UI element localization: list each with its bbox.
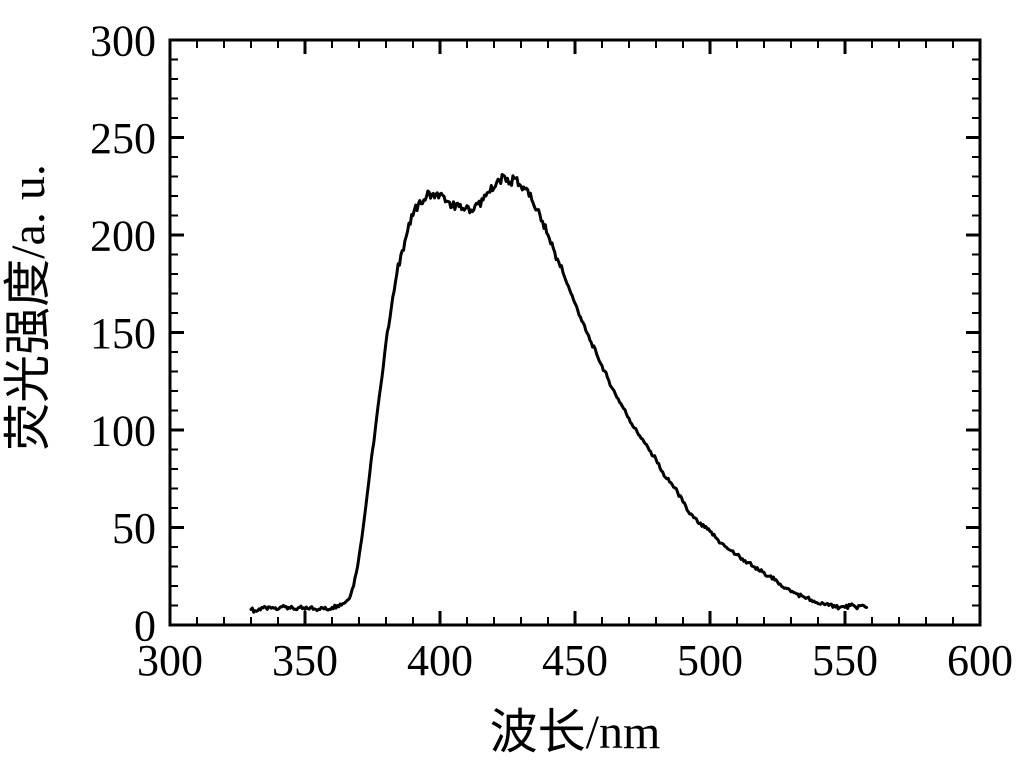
y-tick-label: 100 [90, 406, 156, 455]
chart-svg: 300350400450500550600050100150200250300波… [0, 0, 1030, 766]
y-axis-label: 荧光强度/a. u. [2, 164, 55, 451]
spectrum-chart: 300350400450500550600050100150200250300波… [0, 0, 1030, 766]
x-tick-label: 600 [947, 636, 1013, 685]
x-tick-label: 350 [272, 636, 338, 685]
y-tick-label: 50 [112, 504, 156, 553]
x-tick-label: 450 [542, 636, 608, 685]
x-axis-label: 波长/nm [490, 706, 661, 759]
x-tick-label: 500 [677, 636, 743, 685]
x-tick-label: 400 [407, 636, 473, 685]
y-tick-label: 0 [134, 601, 156, 650]
x-tick-label: 550 [812, 636, 878, 685]
y-tick-label: 150 [90, 309, 156, 358]
y-tick-label: 250 [90, 114, 156, 163]
y-tick-label: 200 [90, 211, 156, 260]
y-tick-label: 300 [90, 16, 156, 65]
